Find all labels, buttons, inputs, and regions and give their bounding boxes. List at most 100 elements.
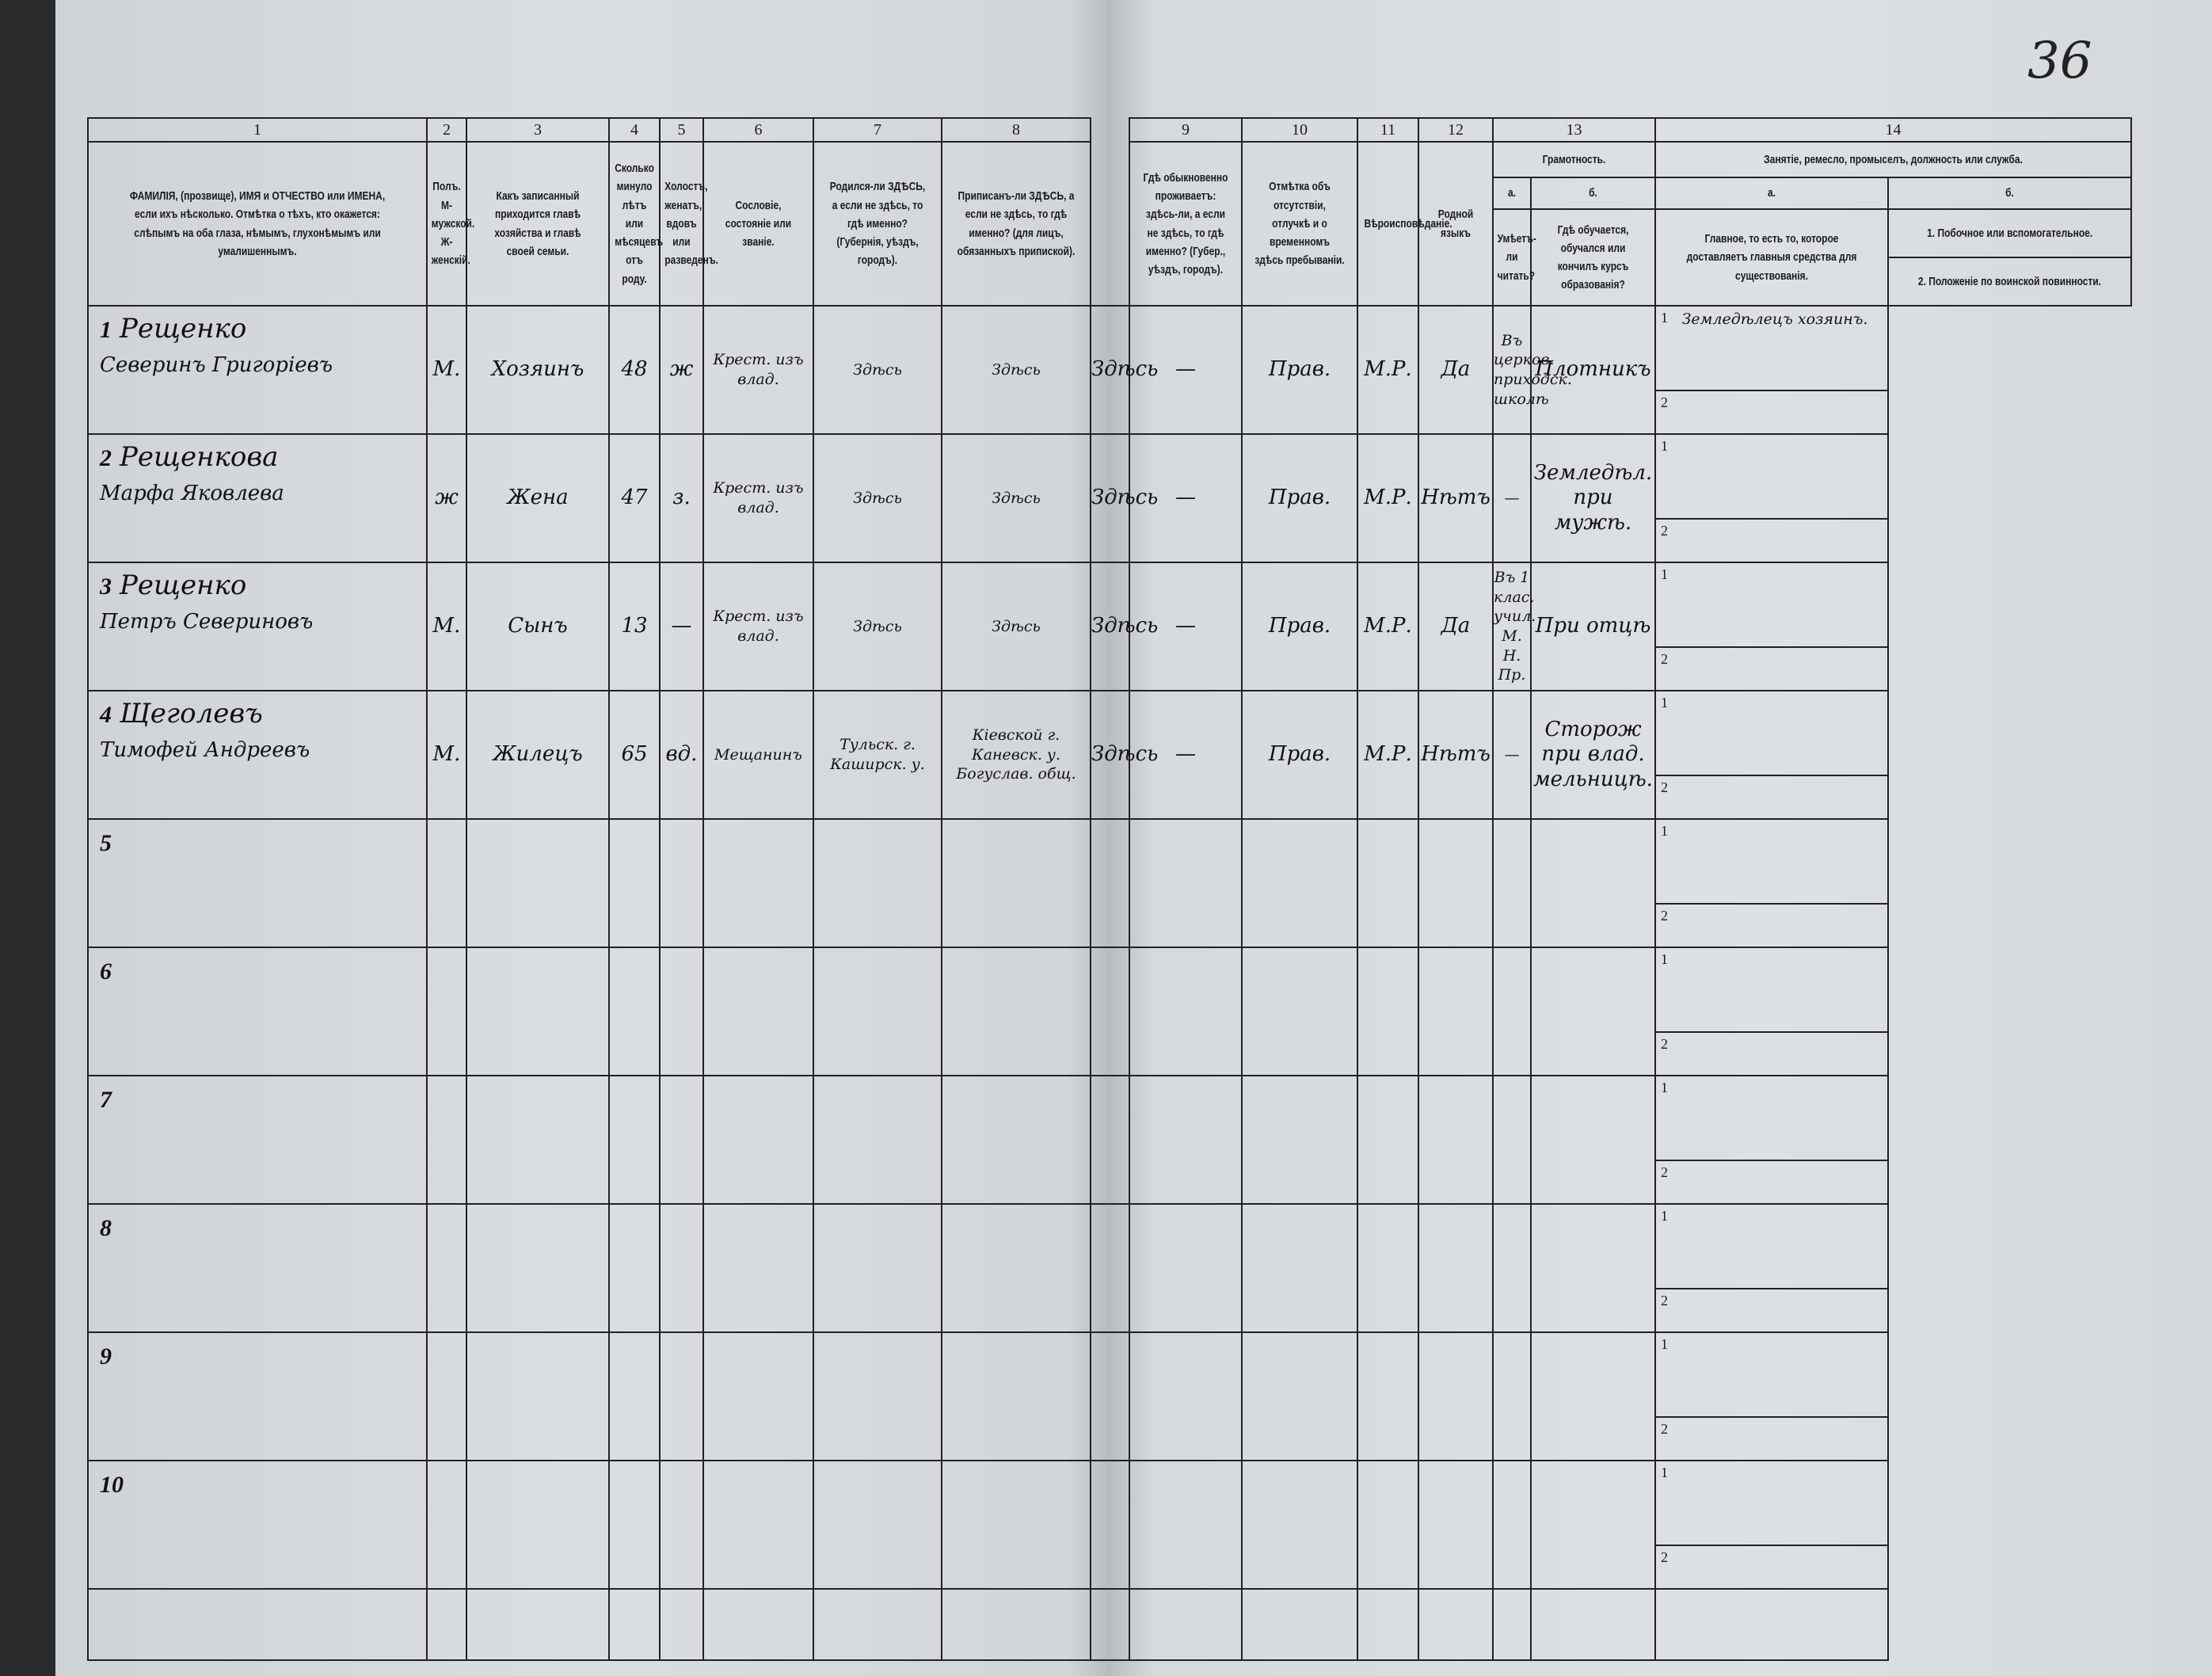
age-cell (608, 947, 661, 1076)
column-number: 10 (1292, 120, 1308, 139)
relation: Сынъ (508, 614, 568, 638)
education-cell (1492, 1460, 1532, 1590)
row-number: 4 (100, 702, 112, 728)
registration-cell: Здѣсь (941, 305, 1091, 435)
relation-cell: Хозяинъ (466, 305, 610, 435)
military-status-subcell: 2 (1656, 1416, 1887, 1460)
column-number: 4 (630, 120, 638, 139)
residence-cell: Здѣсь (1090, 433, 1158, 563)
empty-cell (608, 1588, 661, 1661)
military-status-subcell: 2 (1656, 775, 1887, 818)
residence-cell (1090, 947, 1130, 1076)
military-status-subcell: 2 (1656, 1545, 1887, 1588)
row-number: 3 (100, 573, 112, 600)
sex-cell: М. (426, 562, 467, 691)
estate: Крест. изъ влад. (713, 351, 804, 388)
column-number-9: 9 (1129, 117, 1243, 143)
estate: Крест. изъ влад. (713, 479, 804, 516)
occupation-title: Занятіе, ремесло, промыселъ, должность и… (1764, 152, 2023, 166)
absence-cell: — (1129, 433, 1243, 563)
absence-cell (1129, 818, 1243, 948)
header-detail-row: Умѣетъ-ли читать? Гдѣ обучается, обучался… (88, 208, 2132, 307)
religion: Прав. (1268, 357, 1331, 382)
birthplace-cell (813, 1075, 942, 1205)
column-header-8: Приписанъ-ли ЗДѢСЬ, а если не здѣсь, то … (941, 141, 1091, 307)
column-header-label: ФАМИЛІЯ, (прозвище), ИМЯ и ОТЧЕСТВО или … (129, 189, 386, 258)
relation: Хозяинъ (491, 357, 584, 382)
marital-status-cell (659, 1331, 704, 1461)
sex: ж (435, 486, 459, 510)
education-cell: — (1492, 433, 1532, 563)
secondary-occupation-subcell: 1 (1656, 1205, 1887, 1288)
secondary-occupation-subcell: 1 (1656, 1333, 1887, 1416)
column-number: 5 (677, 120, 686, 139)
column-number-11: 11 (1357, 117, 1419, 143)
empty-cell (702, 1588, 814, 1661)
column-header-11: Вѣроисповѣданіе. (1357, 141, 1452, 307)
secondary-occupation-subcell: 1 (1656, 948, 1887, 1031)
sub-number: 2 (1661, 394, 1668, 410)
secondary-occupation-label-cell: 1. Побочное или вспомогательное. (1889, 210, 2130, 257)
literate-cell (1418, 947, 1494, 1076)
education-cell (1492, 1331, 1532, 1461)
birthplace-cell (813, 1331, 942, 1461)
sub-number: 1 (1661, 566, 1668, 582)
sub-number: 1 (1661, 1208, 1668, 1224)
occupation-cell: При отцѣ (1530, 562, 1656, 691)
marital-status: з. (672, 486, 691, 510)
column-header-label: Вѣроисповѣданіе. (1364, 216, 1452, 230)
education-cell: Въ церков. приходск. школѣ (1492, 305, 1572, 435)
column-number-6: 6 (702, 117, 814, 143)
column-number-1: 1 (87, 117, 428, 143)
name-cell: 9 (87, 1331, 428, 1461)
estate-cell (702, 1460, 814, 1590)
absence-cell: — (1129, 690, 1243, 820)
header-row: ФАМИЛІЯ, (прозвище), ИМЯ и ОТЧЕСТВО или … (87, 141, 2132, 307)
sub-number: 1 (1661, 310, 1668, 326)
row-number: 7 (100, 1087, 112, 1113)
marital-status-cell: — (659, 562, 704, 691)
residence-cell: Здѣсь (1090, 562, 1158, 691)
military-status-label-cell: 2. Положеніе по воинской повинности. (1889, 257, 2130, 305)
residence: Здѣсь (1091, 357, 1159, 382)
occupation: Сторож при влад. мельницѣ. (1533, 718, 1653, 791)
absence-cell (1129, 1075, 1243, 1205)
relation-cell: Жилецъ (466, 690, 610, 820)
column-header-label: Полъ. М-мужской. Ж-женскій. (431, 180, 475, 268)
literate: Нѣтъ (1421, 742, 1491, 767)
column-number-7: 7 (813, 117, 942, 143)
age-cell (608, 1460, 661, 1590)
religion-cell: Прав. (1241, 690, 1358, 820)
occupation-b-letter-cell: б. (1887, 177, 2132, 210)
column-number: 9 (1182, 120, 1190, 139)
age-cell (608, 818, 661, 948)
education-header: Гдѣ обучается, обучался или кончилъ курс… (1530, 208, 1656, 307)
sex-cell: М. (426, 690, 467, 820)
literacy-header: Грамотность. (1492, 141, 1656, 178)
literate: Да (1441, 357, 1471, 382)
language-cell (1357, 818, 1419, 948)
sub-number: 2 (1661, 908, 1668, 924)
relation: Жена (507, 486, 569, 510)
table-row: 10 1 2 (87, 1460, 2131, 1590)
relation-cell (466, 1460, 610, 1590)
literate-cell (1418, 1075, 1494, 1205)
column-header-label: Родился-ли ЗДѢСЬ, а если не здѣсь, то гд… (829, 180, 926, 268)
literate-cell (1418, 1460, 1494, 1590)
occupation-cell (1530, 1203, 1656, 1333)
column-header-label: Сословіе, состояніе или званіе. (725, 198, 792, 249)
military-status-label: 2. Положеніе по воинской повинности. (1917, 274, 2102, 288)
education-cell (1492, 1075, 1532, 1205)
literate-cell (1418, 1331, 1494, 1461)
sex: М. (432, 614, 461, 638)
sex-cell (426, 1460, 467, 1590)
birthplace-cell (813, 947, 942, 1076)
occupation-cell: Плотникъ (1530, 305, 1656, 435)
sex-cell (426, 818, 467, 948)
education-cell: Въ 1 клас. учил. М. Н. Пр. (1492, 562, 1536, 691)
occupation-header: Занятіе, ремесло, промыселъ, должность и… (1654, 141, 2132, 178)
